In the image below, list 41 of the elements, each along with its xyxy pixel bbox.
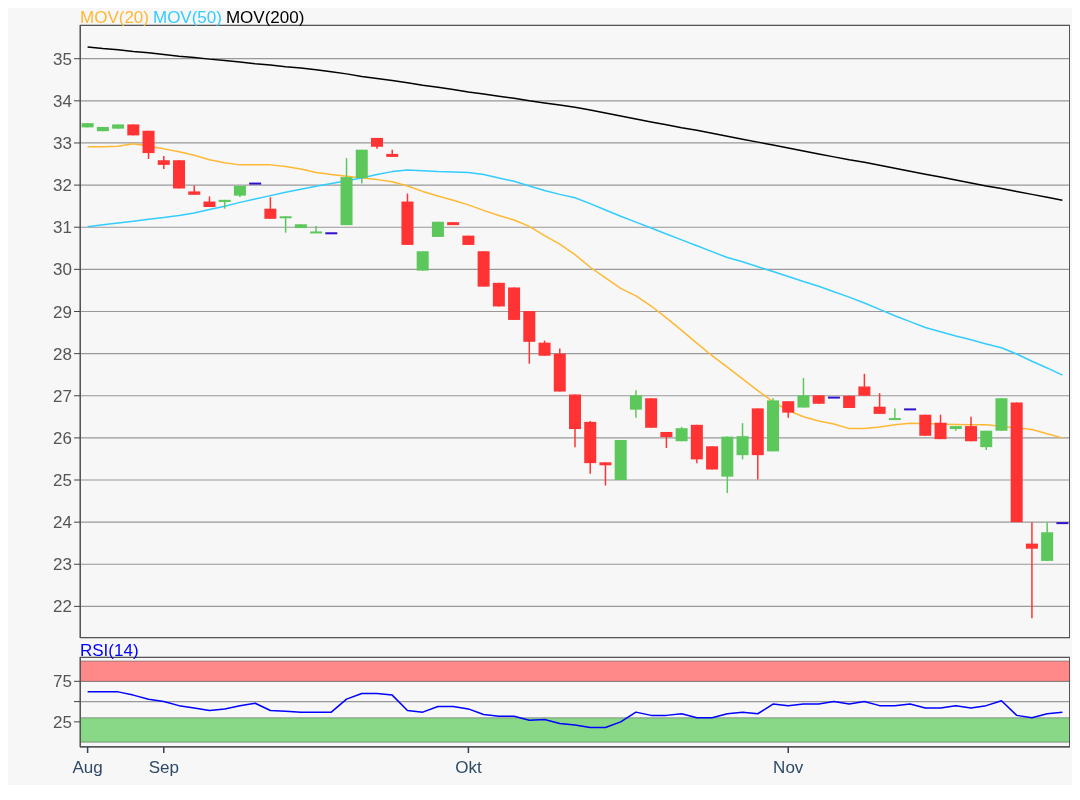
y-tick-label: 23 xyxy=(53,555,72,575)
candlestick xyxy=(888,407,901,421)
candlestick xyxy=(873,392,886,415)
y-tick-label: 32 xyxy=(53,176,72,196)
y-tick-label: 26 xyxy=(53,428,72,448)
candlestick xyxy=(858,373,871,397)
x-tick-label: Okt xyxy=(455,758,482,777)
candlestick xyxy=(1025,521,1038,619)
y-tick-label: 75 xyxy=(53,672,72,692)
x-tick-label: Nov xyxy=(773,758,804,777)
text: MOV(20) xyxy=(80,8,149,27)
candlestick xyxy=(797,377,810,409)
candlestick xyxy=(629,389,642,419)
line-series xyxy=(86,691,1064,729)
y-tick-label: 31 xyxy=(53,218,72,238)
y-tick-label: 30 xyxy=(53,260,72,280)
x-tick-label: Aug xyxy=(72,758,103,777)
y-tick-label: 34 xyxy=(53,91,72,111)
y-tick-label: 29 xyxy=(53,302,72,322)
text: MOV(50) xyxy=(152,8,222,27)
y-tick-label: 28 xyxy=(53,344,72,364)
series-label: MOV(200) xyxy=(225,8,305,27)
candlestick xyxy=(416,250,429,272)
y-tick-label: 25 xyxy=(53,471,72,491)
series-label: RSI(14) xyxy=(80,641,139,660)
candlestick xyxy=(736,422,749,461)
candlestick xyxy=(310,225,323,234)
y-tick-label: 33 xyxy=(53,134,72,153)
candlestick xyxy=(965,416,977,442)
candlestick xyxy=(934,413,947,440)
candlestick xyxy=(599,461,612,487)
y-tick-label: 22 xyxy=(53,597,72,617)
y-tick-label: 25 xyxy=(53,712,72,732)
line-series xyxy=(86,46,1064,202)
y-tick-label: 24 xyxy=(53,513,72,533)
candlestick xyxy=(142,130,155,160)
x-tick-label: Sep xyxy=(148,758,179,777)
y-tick-label: 35 xyxy=(53,49,72,69)
y-tick-label: 27 xyxy=(53,386,72,406)
candlestick xyxy=(264,196,277,220)
line-series xyxy=(86,169,1064,376)
